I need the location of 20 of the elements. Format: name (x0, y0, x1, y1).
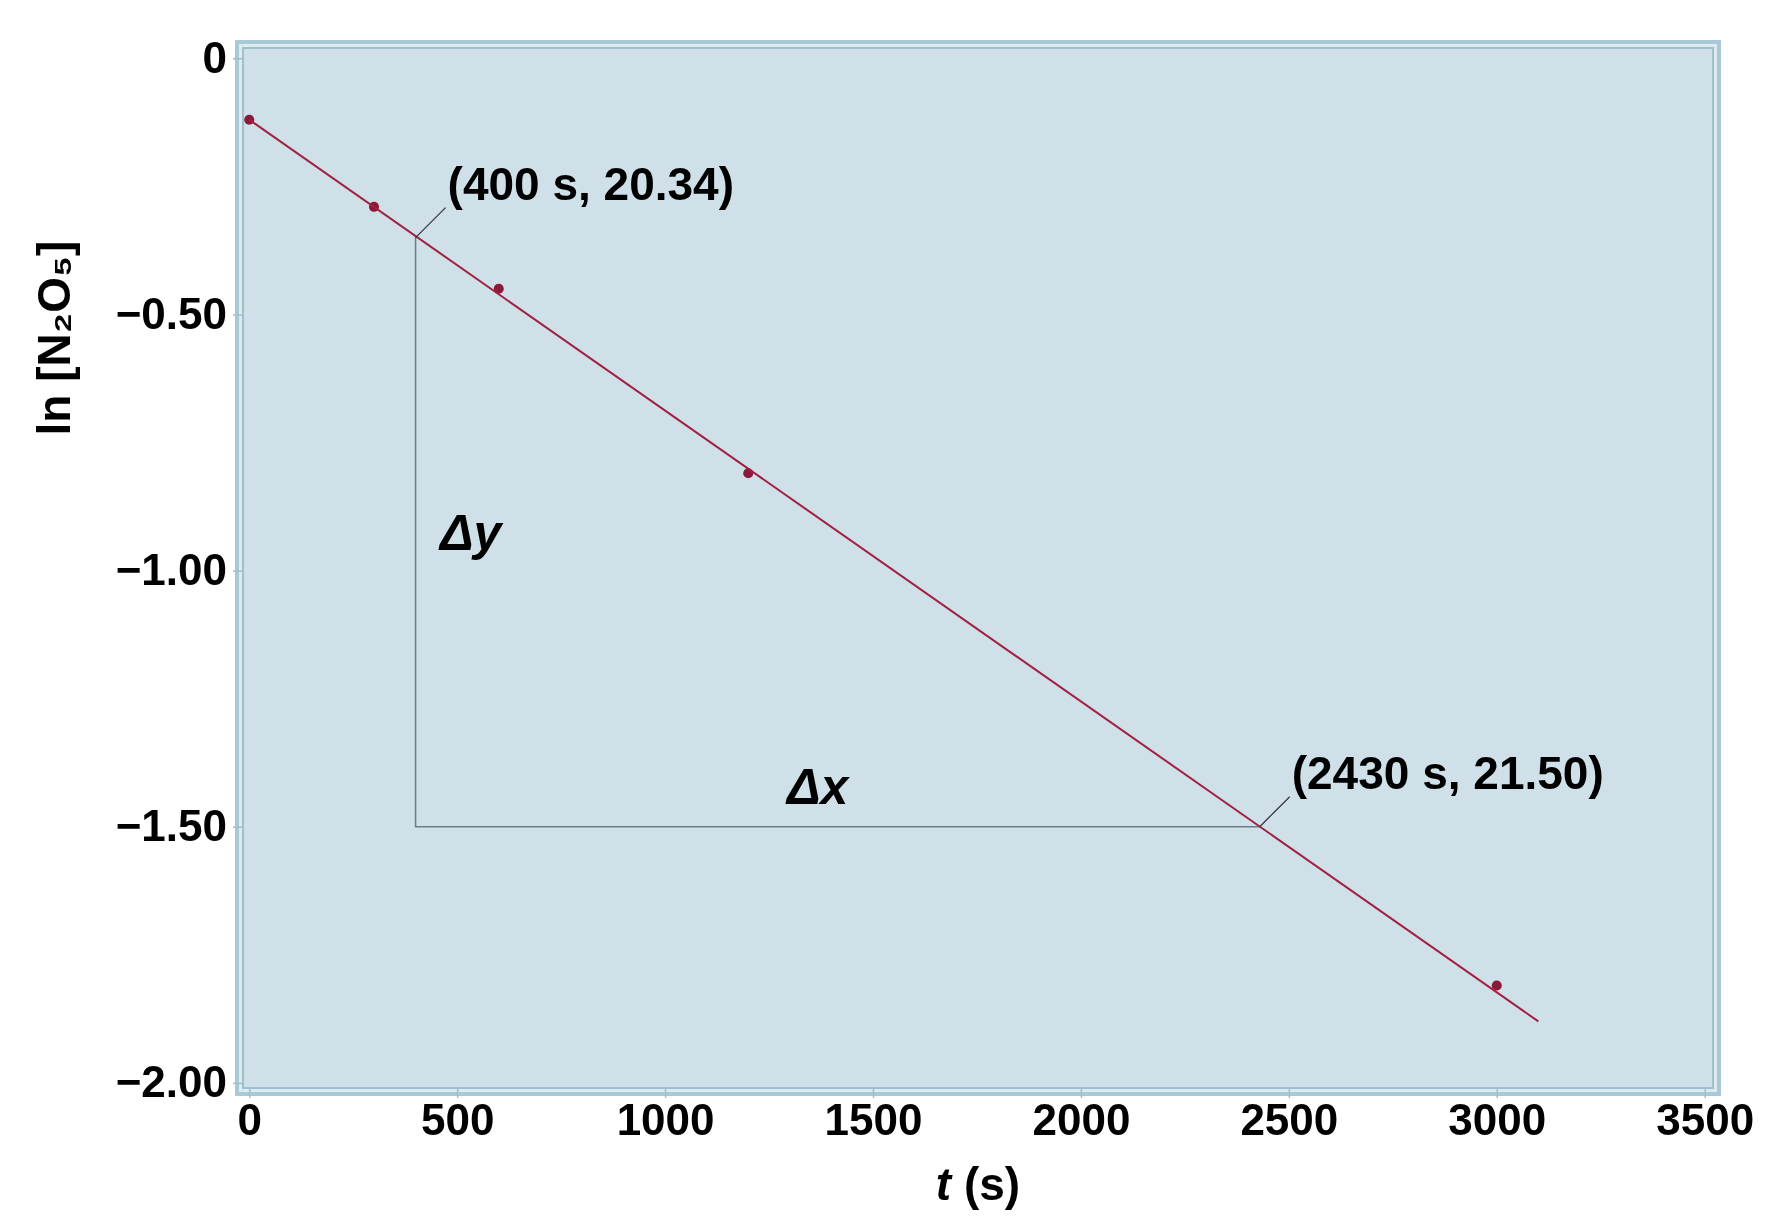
point (1491, 980, 1502, 991)
x-tick-label: 3500 (1656, 1095, 1755, 1145)
y-tick-label: −1.50 (115, 801, 227, 851)
y-axis-title: ln [N₂O₅] (28, 240, 80, 436)
x-tick-label: 2500 (1240, 1095, 1339, 1145)
annotation: (2430 s, 21.50) (1291, 746, 1604, 799)
y-tick-label: −2.00 (115, 1057, 227, 1107)
x-tick-label: 2000 (1032, 1095, 1131, 1145)
annotation: (400 s, 20.34) (447, 157, 734, 210)
annotation: Δx (784, 759, 851, 816)
x-tick-label: 500 (420, 1095, 495, 1145)
x-tick-label: 3000 (1448, 1095, 1547, 1145)
y-tick-label: 0 (202, 32, 227, 82)
x-axis-title: t (s) (935, 1158, 1021, 1210)
x-tick-label: 1000 (616, 1095, 715, 1145)
x-tick-label: 0 (237, 1095, 262, 1145)
y-tick-label: −0.50 (115, 288, 227, 338)
y-tick-label: −1.00 (115, 545, 227, 595)
x-tick-label: 1500 (824, 1095, 923, 1145)
annotation: Δy (437, 504, 504, 561)
